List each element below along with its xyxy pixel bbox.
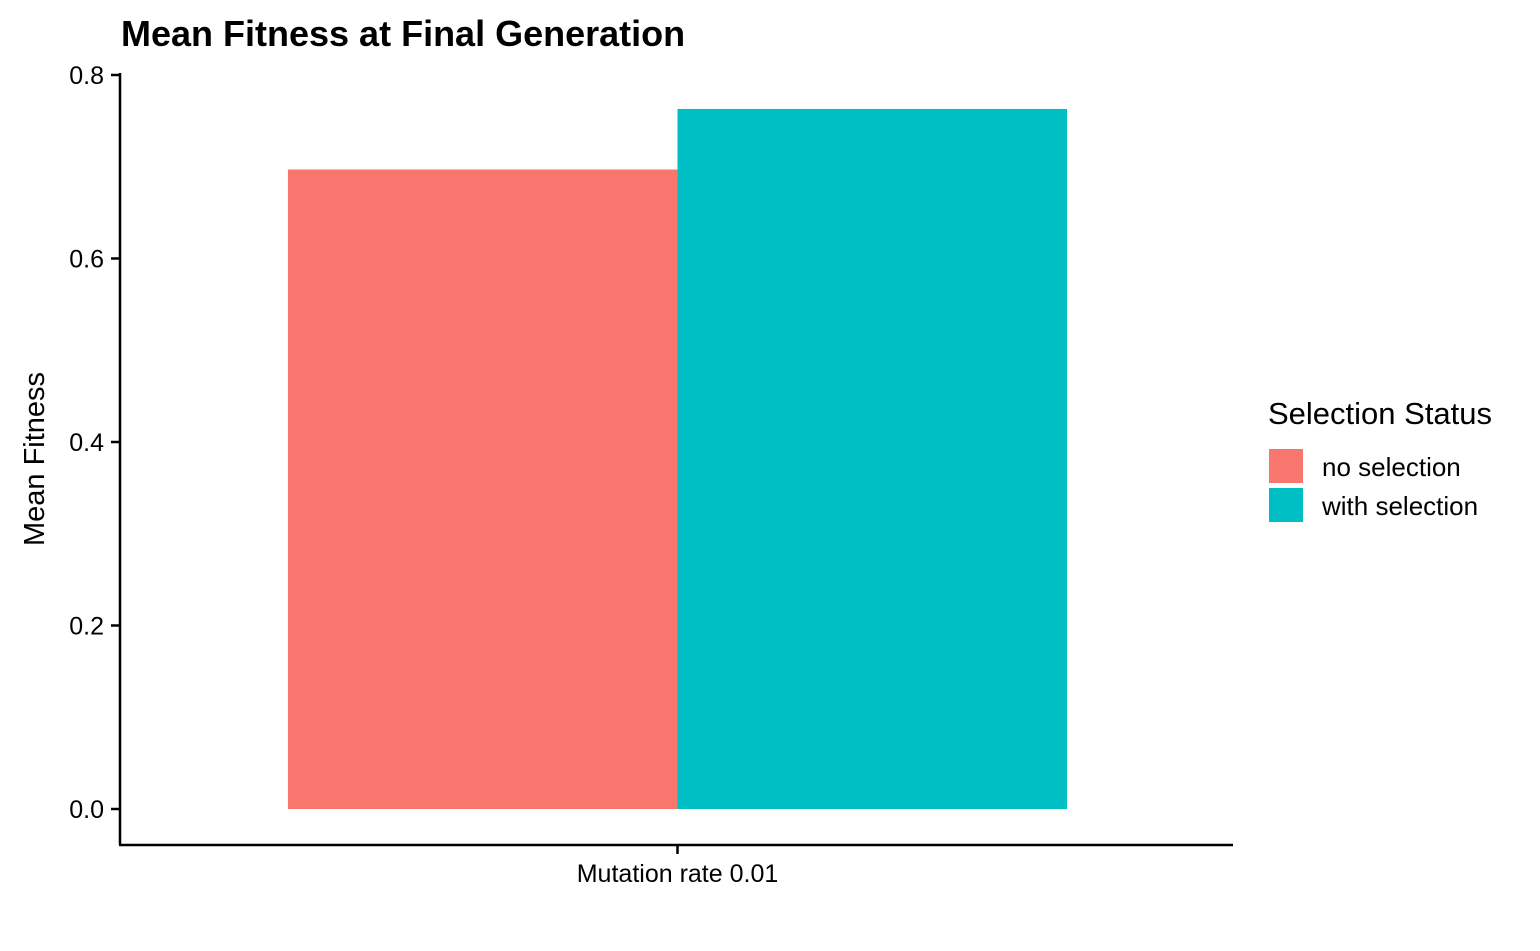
bars (287, 108, 1068, 809)
bar-with-selection (677, 108, 1068, 809)
legend-label: no selection (1322, 452, 1461, 482)
plot-area: 0.0 0.2 0.4 0.6 0.8 Mutation rate 0.01 (69, 62, 1233, 888)
y-tick-label: 0.6 (69, 246, 104, 274)
y-tick-label: 0.2 (69, 613, 104, 641)
chart-title: Mean Fitness at Final Generation (121, 13, 685, 54)
y-axis-label: Mean Fitness (19, 372, 51, 546)
legend: Selection Status no selection with select… (1268, 396, 1492, 522)
y-tick-label: 0.0 (69, 796, 104, 824)
bar-no-selection (287, 169, 678, 809)
legend-label: with selection (1321, 491, 1478, 521)
legend-items: no selection with selection (1269, 449, 1478, 522)
legend-swatch-no-selection (1269, 449, 1303, 483)
x-tick-label: Mutation rate 0.01 (577, 860, 779, 888)
x-axis-ticks: Mutation rate 0.01 (577, 845, 779, 888)
legend-swatch-with-selection (1269, 488, 1303, 522)
y-tick-label: 0.8 (69, 62, 104, 90)
y-axis-ticks: 0.0 0.2 0.4 0.6 0.8 (69, 62, 120, 824)
legend-title: Selection Status (1268, 396, 1492, 431)
y-tick-label: 0.4 (69, 429, 104, 457)
